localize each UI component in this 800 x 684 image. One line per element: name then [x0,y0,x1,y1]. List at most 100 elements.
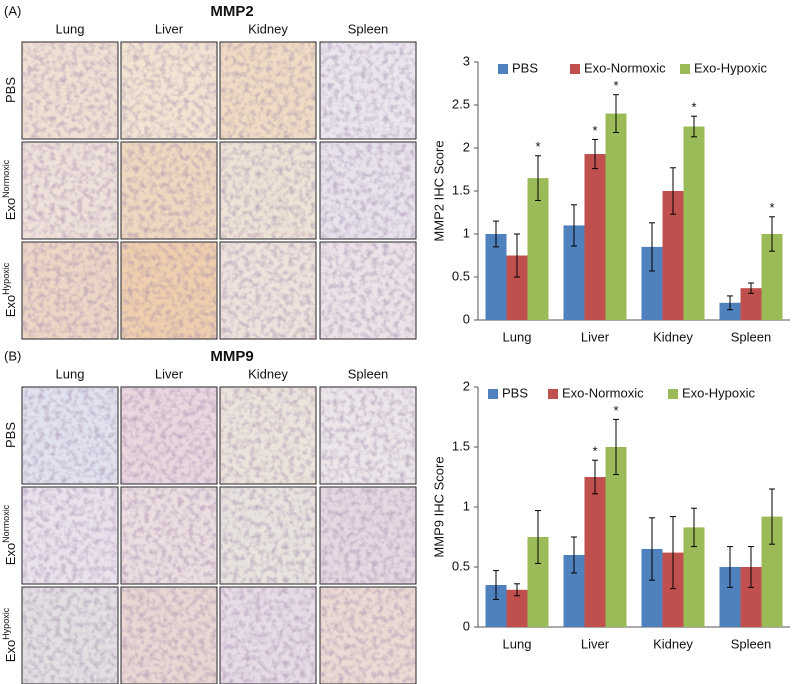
y-axis-label: MMP9 IHC Score [431,456,446,557]
error-bar [748,282,754,294]
significance-star: * [613,403,618,418]
row-label-text: PBS [3,422,18,448]
histology-texture [320,242,416,339]
error-bar [670,516,676,590]
row-label-sup: Normoxic [1,159,11,198]
error-bar [691,115,697,138]
bar [683,527,705,627]
row-label-text: Exo [3,198,18,220]
histology-texture [22,487,118,584]
bar [485,585,507,627]
row-label-text: Exo [3,543,18,565]
legend-swatch [498,64,508,74]
histology-texture [220,387,316,484]
bar [662,191,684,320]
error-bar [748,546,754,588]
histology-texture [121,587,217,684]
panel-label: (A) [4,3,21,18]
bar [506,255,528,320]
histology-texture [121,142,217,239]
histology-texture [220,142,316,239]
significance-star: * [769,200,774,215]
error-bar [592,459,598,495]
histology-texture [220,242,316,339]
significance-star: * [535,139,540,154]
row-label-text: PBS [3,77,18,103]
y-tick-label: 0.5 [452,268,470,283]
error-bar [592,138,598,170]
error-bar [514,233,520,278]
x-tick-label: Lung [503,636,532,651]
legend-swatch [570,64,580,74]
row-label: PBS [3,422,18,448]
error-bar [691,507,697,548]
column-label: Spleen [348,21,388,36]
legend-label: PBS [512,60,538,75]
legend-swatch [680,64,690,74]
histology-texture [320,42,416,139]
x-tick-label: Spleen [731,329,771,344]
y-tick-label: 1.5 [452,182,470,197]
histology-texture [320,487,416,584]
error-bar [649,517,655,581]
significance-star: * [592,444,597,459]
y-tick-label: 0 [463,311,470,326]
legend-label: PBS [502,385,528,400]
x-tick-label: Kidney [653,329,693,344]
bar [485,234,507,320]
bar [563,555,585,627]
row-label-text: Exo [3,295,18,317]
histology-texture [220,487,316,584]
significance-star: * [613,78,618,93]
row-label: ExoNormoxic [1,159,18,220]
y-tick-label: 2.5 [452,96,470,111]
column-label: Liver [155,21,184,36]
panel-label: (B) [4,348,21,363]
bar [761,516,783,627]
x-tick-label: Liver [581,636,610,651]
histology-texture [22,587,118,684]
histology-texture [220,42,316,139]
legend-label: Exo-Normoxic [562,385,644,400]
histology-texture [121,242,217,339]
error-bar [727,546,733,588]
panel-title: MMP2 [210,3,253,20]
x-tick-label: Liver [581,329,610,344]
column-label: Liver [155,366,184,381]
bar [761,234,783,320]
bar [740,288,762,320]
row-label-sup: Normoxic [1,504,11,543]
error-bar [613,94,619,134]
histology-texture [22,242,118,339]
error-bar [514,583,520,597]
error-bar [670,167,676,215]
legend-swatch [488,389,498,399]
histology-texture [22,387,118,484]
row-label: ExoHypoxic [1,607,18,662]
error-bar [613,418,619,476]
row-label-sup: Hypoxic [1,262,11,295]
bar [641,549,663,627]
y-tick-label: 0 [463,618,470,633]
histology-texture [220,587,316,684]
y-axis-label: MMP2 IHC Score [431,140,446,241]
y-tick-label: 1 [463,498,470,513]
error-bar [493,570,499,600]
histology-texture [320,142,416,239]
column-label: Kidney [248,366,288,381]
bar [527,537,549,627]
error-bar [571,204,577,247]
legend-label: Exo-Hypoxic [682,385,755,400]
histology-texture [121,487,217,584]
row-label: ExoNormoxic [1,504,18,565]
bar [641,246,663,320]
histology-texture [22,142,118,239]
error-bar [649,222,655,272]
legend-swatch [548,389,558,399]
legend-label: Exo-Hypoxic [694,60,767,75]
significance-star: * [691,100,696,115]
row-label: PBS [3,77,18,103]
bar [605,113,627,320]
histology-texture [121,387,217,484]
error-bar [535,155,541,201]
